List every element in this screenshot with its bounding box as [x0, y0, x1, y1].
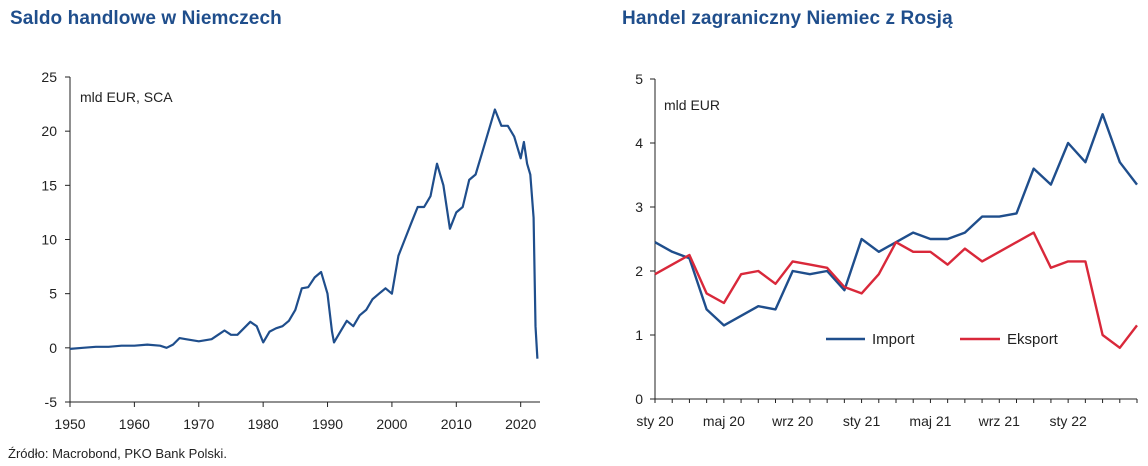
- left-y-tick-label: 10: [41, 232, 57, 248]
- right-unit-label: mld EUR: [664, 97, 720, 113]
- right-x-tick-label: sty 22: [1049, 413, 1087, 429]
- left-x-tick-label: 1990: [312, 416, 343, 432]
- left-x-tick-label: 2000: [376, 416, 407, 432]
- right-x-tick-label: maj 21: [909, 413, 951, 429]
- right-x-tick-label: wrz 20: [771, 413, 813, 429]
- right-y-tick-label: 2: [635, 263, 643, 279]
- legend-label-eksport: Eksport: [1007, 331, 1059, 348]
- left-x-tick-label: 1950: [54, 416, 85, 432]
- right-chart-title: Handel zagraniczny Niemiec z Rosją: [622, 8, 953, 29]
- left-series-line: [69, 108, 539, 359]
- left-y-tick-label: 25: [41, 69, 57, 85]
- right-series-line-import: [654, 113, 1138, 327]
- left-x-tick-label: 2010: [441, 416, 472, 432]
- left-y-tick-label: 15: [41, 177, 57, 193]
- right-series-line-eksport: [654, 231, 1138, 349]
- right-x-tick-label: sty 20: [636, 413, 674, 429]
- right-x-tick-label: maj 20: [703, 413, 745, 429]
- left-x-tick-label: 1970: [183, 416, 214, 432]
- left-y-tick-label: 20: [41, 123, 57, 139]
- right-y-tick-label: 5: [635, 71, 643, 87]
- right-y-tick-label: 4: [635, 135, 643, 151]
- right-x-tick-label: sty 21: [843, 413, 881, 429]
- left-y-tick-label: -5: [45, 394, 58, 410]
- left-y-tick-label: 0: [49, 340, 57, 356]
- right-x-tick-label: wrz 21: [978, 413, 1020, 429]
- legend-label-import: Import: [872, 331, 915, 348]
- left-x-tick-label: 1980: [248, 416, 279, 432]
- right-y-tick-label: 0: [635, 391, 643, 407]
- source-note: Źródło: Macrobond, PKO Bank Polski.: [8, 446, 227, 461]
- left-y-tick-label: 5: [49, 286, 57, 302]
- right-y-tick-label: 1: [635, 327, 643, 343]
- left-x-tick-label: 2020: [505, 416, 536, 432]
- right-y-tick-label: 3: [635, 199, 643, 215]
- left-unit-label: mld EUR, SCA: [80, 89, 173, 105]
- left-x-tick-label: 1960: [119, 416, 150, 432]
- left-chart-title: Saldo handlowe w Niemczech: [10, 8, 282, 29]
